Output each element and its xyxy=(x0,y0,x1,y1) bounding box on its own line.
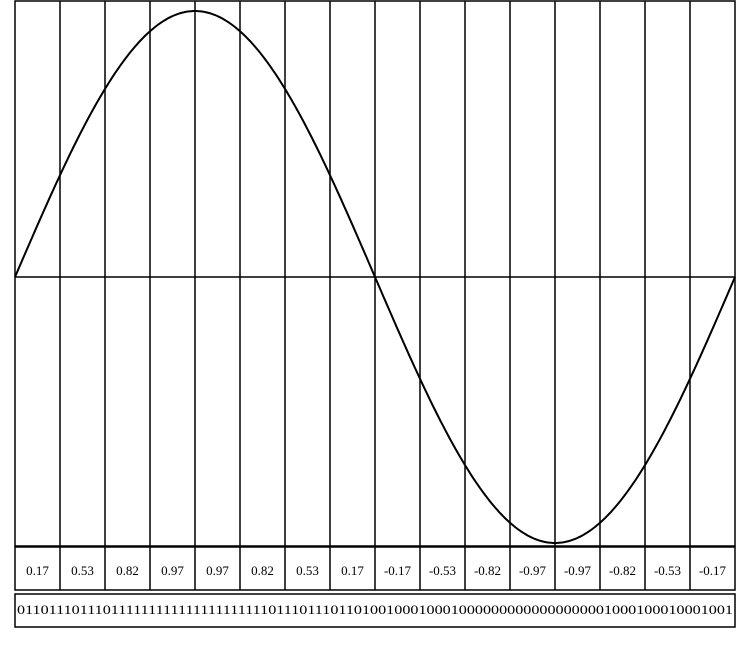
sample-value: 0.82 xyxy=(251,563,274,578)
sample-value: -0.82 xyxy=(609,563,636,578)
sine-wave xyxy=(14,10,736,544)
sample-value: 0.97 xyxy=(206,563,229,578)
sample-value: 0.97 xyxy=(161,563,184,578)
sample-value: 0.82 xyxy=(116,563,139,578)
sample-value: -0.17 xyxy=(699,563,727,578)
sample-value: -0.97 xyxy=(564,563,592,578)
sample-value: -0.53 xyxy=(429,563,456,578)
sample-value: 0.53 xyxy=(296,563,319,578)
bit-row xyxy=(14,593,736,628)
sample-value: 0.53 xyxy=(71,563,94,578)
sample-value: 0.17 xyxy=(341,563,364,578)
sample-value: -0.53 xyxy=(654,563,681,578)
bit-string: 0110111011101111111111111111111110111011… xyxy=(17,602,733,617)
sample-value: -0.97 xyxy=(519,563,547,578)
sample-value: -0.17 xyxy=(384,563,412,578)
sample-value: -0.82 xyxy=(474,563,501,578)
sample-value: 0.17 xyxy=(26,563,49,578)
